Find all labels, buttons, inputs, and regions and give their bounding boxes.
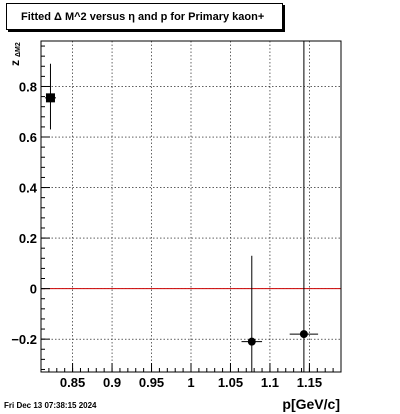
chart-title-box: Fitted Δ M^2 versus η and p for Primary …: [6, 3, 283, 30]
y-tick-label: −0.2: [11, 332, 37, 347]
chart-title: Fitted Δ M^2 versus η and p for Primary …: [21, 11, 265, 23]
tick-labels: 0.85 0.9 0.95 1 1.05 1.1 1.15 −0.2 0 0.2 0.4 0.6 0.8: [11, 79, 322, 390]
y-tick-label: 0.6: [19, 130, 37, 145]
y-axis-label-subscript: ΔM2: [15, 42, 22, 57]
x-tick-label: 1.15: [297, 375, 322, 390]
x-tick-label: 0.95: [139, 375, 164, 390]
grid: [41, 41, 341, 372]
point-marker-circle: [247, 337, 256, 346]
data-point: [241, 255, 263, 372]
x-tick-label: 1.05: [218, 375, 243, 390]
y-axis-label-main: z: [8, 60, 22, 66]
y-tick-label: 0: [30, 282, 37, 297]
data-point: [44, 63, 56, 130]
x-tick-label: 0.9: [103, 375, 121, 390]
axis-ticks: [40, 45, 342, 372]
data-point: [289, 41, 319, 372]
y-axis-label: z ΔM2: [8, 42, 22, 72]
timestamp: Fri Dec 13 07:38:15 2024: [4, 401, 97, 410]
x-axis-label: p[GeV/c]: [282, 396, 340, 412]
x-tick-label: 1: [187, 375, 194, 390]
y-tick-label: 0.2: [19, 231, 37, 246]
point-marker-square: [45, 93, 55, 103]
data-points: [44, 41, 319, 372]
x-tick-label: 0.85: [60, 375, 85, 390]
y-tick-label: 0.8: [19, 79, 37, 94]
x-tick-label: 1.1: [261, 375, 279, 390]
point-marker-circle: [299, 330, 308, 339]
y-tick-label: 0.4: [19, 181, 38, 196]
